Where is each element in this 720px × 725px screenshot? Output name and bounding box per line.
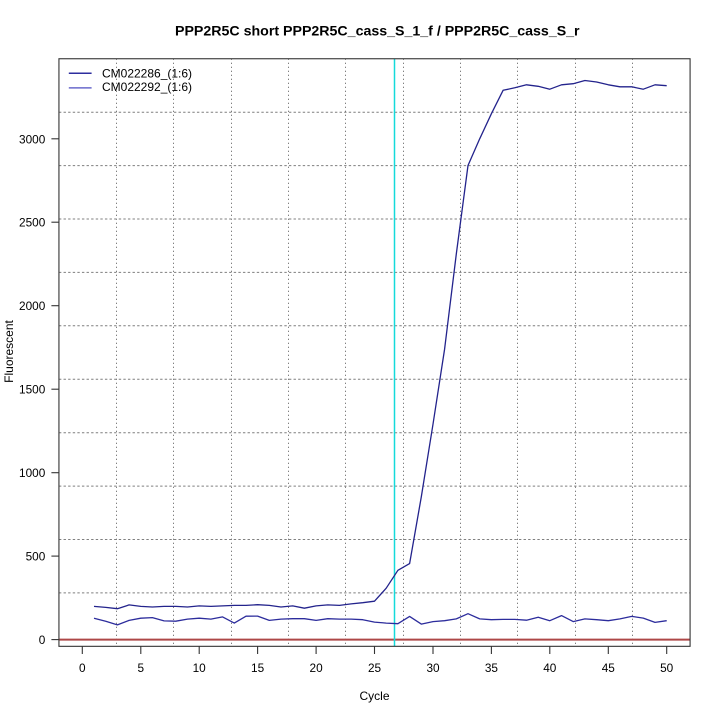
svg-text:2000: 2000	[19, 299, 46, 313]
svg-text:5: 5	[138, 661, 145, 675]
svg-text:CM022292_(1:6): CM022292_(1:6)	[102, 80, 192, 94]
svg-text:Cycle: Cycle	[359, 689, 389, 703]
svg-text:PPP2R5C short PPP2R5C_cass_S_1: PPP2R5C short PPP2R5C_cass_S_1_f / PPP2R…	[175, 24, 580, 40]
svg-text:2500: 2500	[19, 216, 46, 230]
svg-text:45: 45	[602, 661, 616, 675]
svg-text:15: 15	[251, 661, 265, 675]
svg-text:0: 0	[39, 633, 46, 647]
svg-text:30: 30	[426, 661, 440, 675]
svg-text:3000: 3000	[19, 132, 46, 146]
svg-text:50: 50	[660, 661, 674, 675]
svg-text:1500: 1500	[19, 383, 46, 397]
svg-text:1000: 1000	[19, 466, 46, 480]
svg-text:40: 40	[543, 661, 557, 675]
svg-text:35: 35	[485, 661, 499, 675]
svg-text:Fluorescent: Fluorescent	[2, 319, 16, 382]
svg-text:CM022286_(1:6): CM022286_(1:6)	[102, 67, 192, 81]
svg-text:10: 10	[193, 661, 207, 675]
svg-text:0: 0	[79, 661, 86, 675]
svg-text:20: 20	[310, 661, 324, 675]
svg-text:25: 25	[368, 661, 382, 675]
svg-text:500: 500	[26, 550, 46, 564]
